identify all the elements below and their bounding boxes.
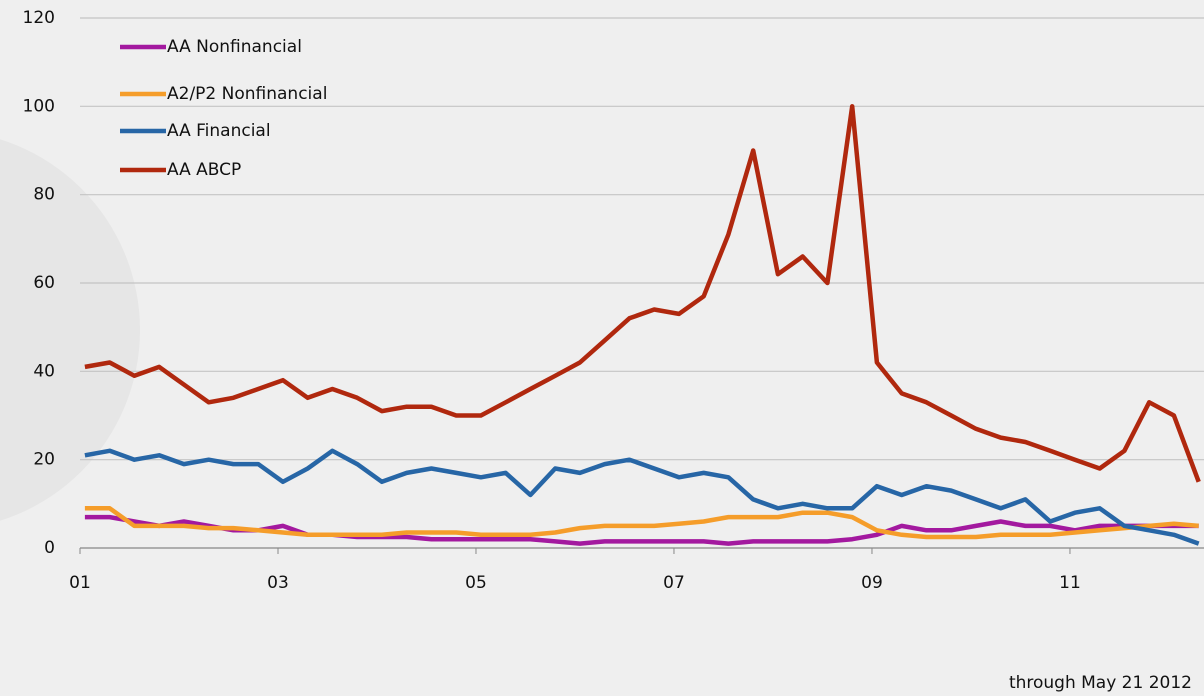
legend-label: AA Financial [167,121,271,141]
series-line [84,448,1200,546]
x-tick-label: 09 [861,573,883,593]
y-tick-label: 120 [23,8,55,28]
x-tick-label: 05 [465,573,487,593]
series-line [84,514,1199,546]
legend-label: A2/P2 Nonfinancial [167,84,327,104]
x-tick-label: 03 [267,573,289,593]
note: through May 21 2012 [1009,673,1192,693]
decoration [0,139,140,521]
y-tick-label: 40 [33,361,55,381]
y-tick-label: 80 [33,185,55,205]
x-tick-label: 01 [69,573,91,593]
y-tick-label: 100 [23,96,55,116]
legend-label: AA Nonfinancial [167,37,302,57]
series-line [84,506,1199,540]
legend-label: AA ABCP [167,160,241,180]
x-tick-label: 07 [663,573,685,593]
x-tick-label: 11 [1059,573,1081,593]
y-tick-label: 20 [33,450,55,470]
y-tick-label: 60 [33,273,55,293]
y-tick-label: 0 [44,538,55,558]
series-line [84,104,1201,483]
